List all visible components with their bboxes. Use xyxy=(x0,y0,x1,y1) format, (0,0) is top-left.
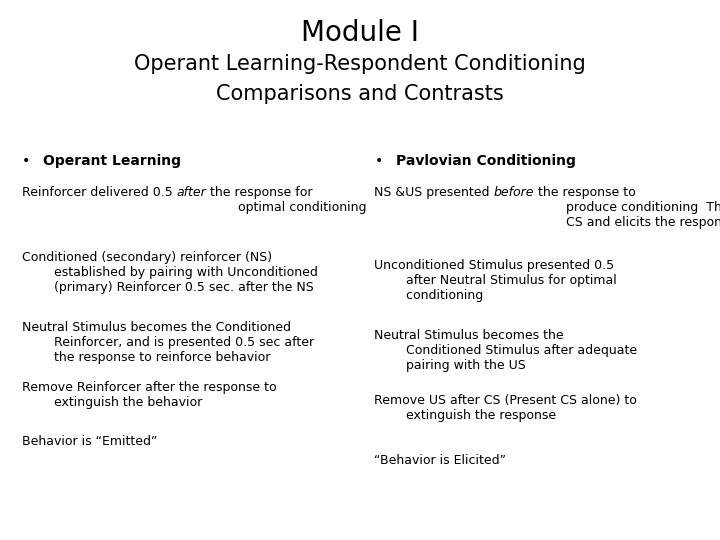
Text: Unconditioned Stimulus presented 0.5
        after Neutral Stimulus for optimal
: Unconditioned Stimulus presented 0.5 aft… xyxy=(374,259,617,302)
Text: Remove Reinforcer after the response to
        extinguish the behavior: Remove Reinforcer after the response to … xyxy=(22,381,276,409)
Text: Remove US after CS (Present CS alone) to
        extinguish the response: Remove US after CS (Present CS alone) to… xyxy=(374,394,637,422)
Text: Behavior is “Emitted”: Behavior is “Emitted” xyxy=(22,435,157,448)
Text: Reinforcer delivered 0.5: Reinforcer delivered 0.5 xyxy=(22,186,176,199)
Text: before: before xyxy=(494,186,534,199)
Text: after: after xyxy=(176,186,206,199)
Text: •: • xyxy=(374,154,382,168)
Text: Neutral Stimulus becomes the
        Conditioned Stimulus after adequate
       : Neutral Stimulus becomes the Conditioned… xyxy=(374,329,637,373)
Text: Conditioned (secondary) reinforcer (NS)
        established by pairing with Unco: Conditioned (secondary) reinforcer (NS) … xyxy=(22,251,318,294)
Text: •: • xyxy=(22,154,30,168)
Text: the response for
        optimal conditioning: the response for optimal conditioning xyxy=(206,186,366,214)
Text: Module I: Module I xyxy=(301,19,419,47)
Text: Operant Learning: Operant Learning xyxy=(43,154,181,168)
Text: NS &US presented: NS &US presented xyxy=(374,186,494,199)
Text: Operant Learning-Respondent Conditioning: Operant Learning-Respondent Conditioning xyxy=(134,54,586,74)
Text: Pavlovian Conditioning: Pavlovian Conditioning xyxy=(396,154,576,168)
Text: the response to
        produce conditioning  The NS becomes
        CS and elic: the response to produce conditioning The… xyxy=(534,186,720,230)
Text: Neutral Stimulus becomes the Conditioned
        Reinforcer, and is presented 0.: Neutral Stimulus becomes the Conditioned… xyxy=(22,321,314,365)
Text: Comparisons and Contrasts: Comparisons and Contrasts xyxy=(216,84,504,104)
Text: “Behavior is Elicited”: “Behavior is Elicited” xyxy=(374,454,506,467)
